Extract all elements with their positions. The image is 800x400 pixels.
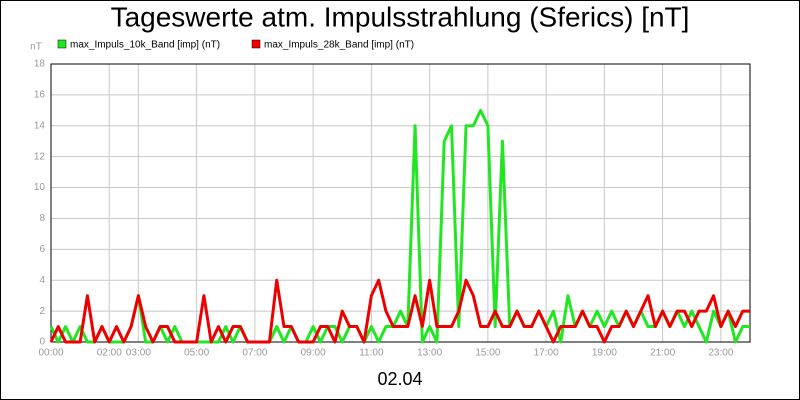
plot-frame <box>50 63 751 343</box>
x-tick-label: 15:00 <box>475 348 500 359</box>
x-axis-label: 02.04 <box>377 369 422 389</box>
x-tick-label: 11:00 <box>359 348 384 359</box>
x-tick-label: 19:00 <box>592 348 617 359</box>
y-tick-label: 8 <box>39 213 45 224</box>
y-tick-label: 6 <box>39 244 45 255</box>
x-tick-label: 09:00 <box>301 348 326 359</box>
x-tick-label: 23:00 <box>708 348 733 359</box>
y-tick-label: 18 <box>34 59 46 70</box>
y-tick-label: 10 <box>34 182 46 193</box>
x-tick-label: 07:00 <box>242 348 267 359</box>
legend-label: max_Impuls_10k_Band [imp] (nT) <box>70 40 220 51</box>
x-tick-label: 17:00 <box>534 348 559 359</box>
y-tick-label: 12 <box>34 151 46 162</box>
y-tick-label: 16 <box>34 90 46 101</box>
data-line <box>49 278 750 344</box>
legend-marker <box>251 39 261 49</box>
x-tick-label: 21:00 <box>650 348 675 359</box>
y-tick-label: 2 <box>39 306 45 317</box>
legend-label: max_Impuls_28k_Band [imp] (nT) <box>264 40 414 51</box>
y-tick-label: 0 <box>39 337 45 348</box>
y-axis-label: nT <box>30 42 42 53</box>
chart-title: Tageswerte atm. Impulsstrahlung (Sferics… <box>111 1 690 32</box>
y-tick-label: 4 <box>39 275 45 286</box>
x-tick-label: 13:00 <box>417 348 442 359</box>
legend-marker <box>57 39 67 49</box>
x-tick-label: 05:00 <box>184 348 209 359</box>
y-tick-label: 14 <box>34 120 46 131</box>
x-tick-label: 00:00 <box>38 348 63 359</box>
x-tick-label: 02:00 <box>97 348 122 359</box>
x-tick-label: 03:00 <box>126 348 151 359</box>
